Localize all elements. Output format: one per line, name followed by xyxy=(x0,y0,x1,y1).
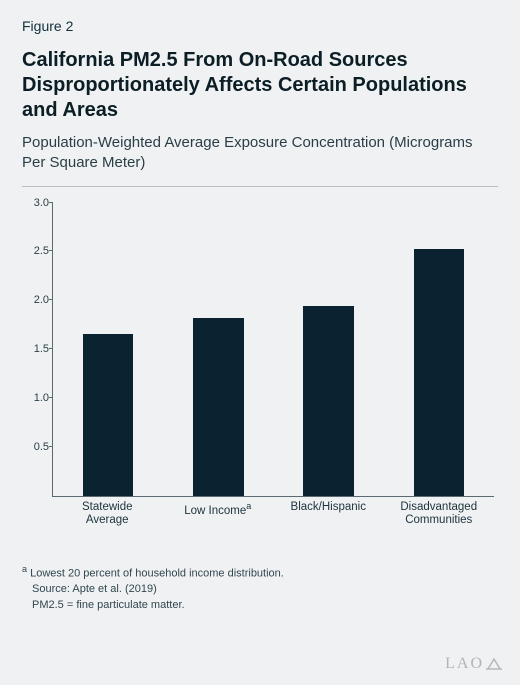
bar xyxy=(193,318,244,496)
logo-mark-icon xyxy=(486,656,502,672)
y-tick-mark xyxy=(49,202,53,203)
chart-title: California PM2.5 From On-Road Sources Di… xyxy=(22,48,498,123)
y-tick-mark xyxy=(49,250,53,251)
y-tick-mark xyxy=(49,348,53,349)
bar xyxy=(303,306,354,495)
definition-line: PM2.5 = fine particulate matter. xyxy=(32,598,498,614)
source-line: Source: Apte et al. (2019) xyxy=(32,582,498,598)
footnotes: a Lowest 20 percent of household income … xyxy=(22,563,498,614)
y-tick-mark xyxy=(49,446,53,447)
y-tick-label: 1.0 xyxy=(23,392,49,404)
lao-logo: LAO xyxy=(445,655,502,673)
y-tick-label: 2.5 xyxy=(23,245,49,257)
y-tick-label: 3.0 xyxy=(23,197,49,209)
bar xyxy=(83,334,134,495)
x-tick-label: Black/Hispanic xyxy=(273,499,384,537)
divider xyxy=(22,186,498,187)
y-tick-label: 1.5 xyxy=(23,343,49,355)
bar-chart: 0.51.01.52.02.53.0 StatewideAverageLow I… xyxy=(22,197,498,537)
footnote-a: a Lowest 20 percent of household income … xyxy=(22,563,498,583)
footnote-a-text: Lowest 20 percent of household income di… xyxy=(30,567,284,579)
x-axis-labels: StatewideAverageLow IncomeaBlack/Hispani… xyxy=(52,499,494,537)
plot-area: 0.51.01.52.02.53.0 xyxy=(52,203,494,497)
y-tick-mark xyxy=(49,299,53,300)
y-tick-mark xyxy=(49,397,53,398)
logo-text: LAO xyxy=(445,655,484,673)
figure-label: Figure 2 xyxy=(22,18,498,34)
y-tick-label: 2.0 xyxy=(23,294,49,306)
chart-subtitle: Population-Weighted Average Exposure Con… xyxy=(22,133,498,174)
x-tick-label: DisadvantagedCommunities xyxy=(384,499,495,537)
x-tick-label: StatewideAverage xyxy=(52,499,163,537)
y-tick-label: 0.5 xyxy=(23,441,49,453)
bar xyxy=(414,249,465,495)
x-tick-label: Low Incomea xyxy=(163,499,274,537)
